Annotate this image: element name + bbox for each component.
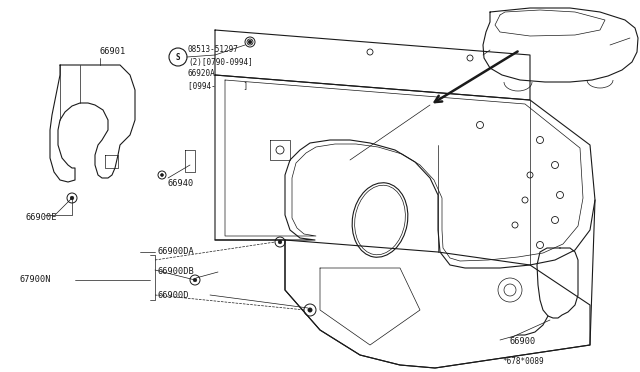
- Text: 66900DB: 66900DB: [158, 267, 195, 276]
- Circle shape: [161, 174, 163, 176]
- Text: 66901: 66901: [100, 48, 126, 57]
- Text: 67900N: 67900N: [20, 276, 51, 285]
- Text: 08513-51297: 08513-51297: [188, 45, 239, 55]
- Text: S: S: [176, 52, 180, 61]
- Text: 66900D: 66900D: [158, 291, 189, 299]
- Circle shape: [193, 278, 196, 282]
- Text: 66900E: 66900E: [25, 214, 56, 222]
- Text: 66920A: 66920A: [188, 70, 216, 78]
- Text: [0994-      ]: [0994- ]: [188, 81, 248, 90]
- Text: (2)[0790-0994]: (2)[0790-0994]: [188, 58, 253, 67]
- Text: 66900DA: 66900DA: [158, 247, 195, 257]
- Circle shape: [308, 308, 312, 312]
- Text: 66940: 66940: [168, 179, 195, 187]
- Text: 66900: 66900: [510, 337, 536, 346]
- Circle shape: [278, 240, 282, 244]
- Text: *678*0089: *678*0089: [502, 357, 543, 366]
- Circle shape: [248, 40, 252, 44]
- Circle shape: [70, 196, 74, 200]
